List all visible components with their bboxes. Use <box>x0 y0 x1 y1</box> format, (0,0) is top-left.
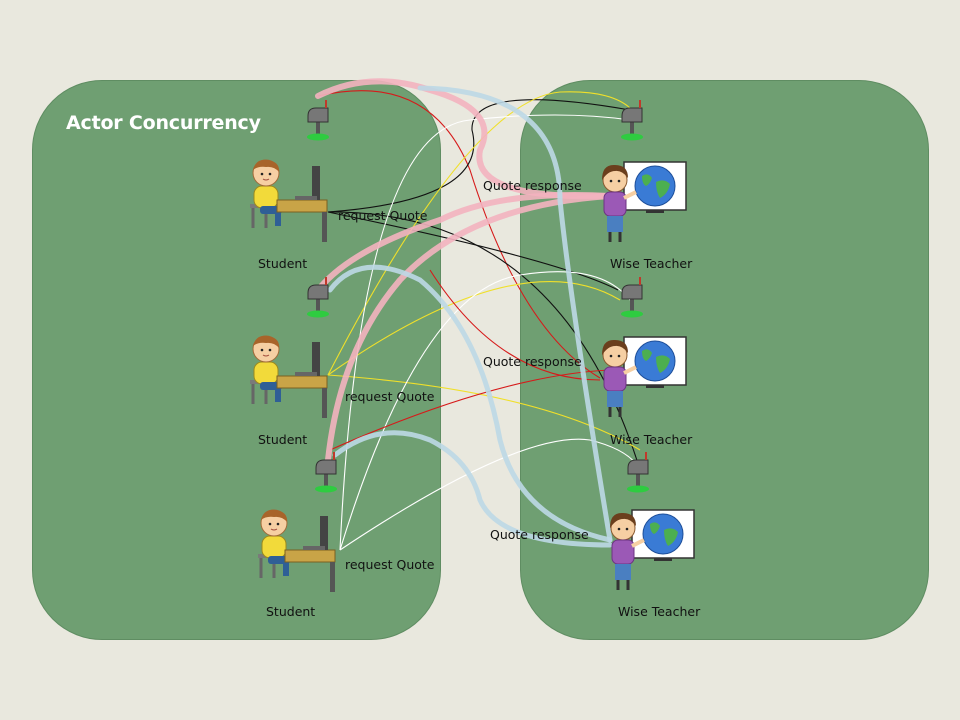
mailbox-icon <box>306 276 330 319</box>
student-label: Student <box>258 256 308 271</box>
student-at-computer-icon <box>258 510 335 592</box>
request-label: request Quote <box>345 389 435 404</box>
connection-lines <box>317 90 641 551</box>
mailbox-icon <box>306 99 330 142</box>
request-label: request Quote <box>338 208 428 223</box>
teacher-label: Wise Teacher <box>618 604 701 619</box>
student-at-computer-icon <box>250 160 327 242</box>
request-label: request Quote <box>345 557 435 572</box>
teacher-with-globe-icon <box>600 335 688 419</box>
message-flow-paths <box>315 78 613 548</box>
teacher-with-globe-icon <box>608 508 696 592</box>
teacher-label: Wise Teacher <box>610 256 693 271</box>
teacher-label: Wise Teacher <box>610 432 693 447</box>
student-label: Student <box>266 604 316 619</box>
response-label: Quote response <box>483 354 582 369</box>
students-panel <box>32 80 441 640</box>
student-label: Student <box>258 432 308 447</box>
student-at-computer-icon <box>250 336 327 418</box>
mailbox-icon <box>620 99 644 142</box>
response-label: Quote response <box>483 178 582 193</box>
response-label: Quote response <box>490 527 589 542</box>
mailbox-icon <box>620 276 644 319</box>
diagram-title: Actor Concurrency <box>66 112 261 134</box>
teacher-with-globe-icon <box>600 160 688 244</box>
